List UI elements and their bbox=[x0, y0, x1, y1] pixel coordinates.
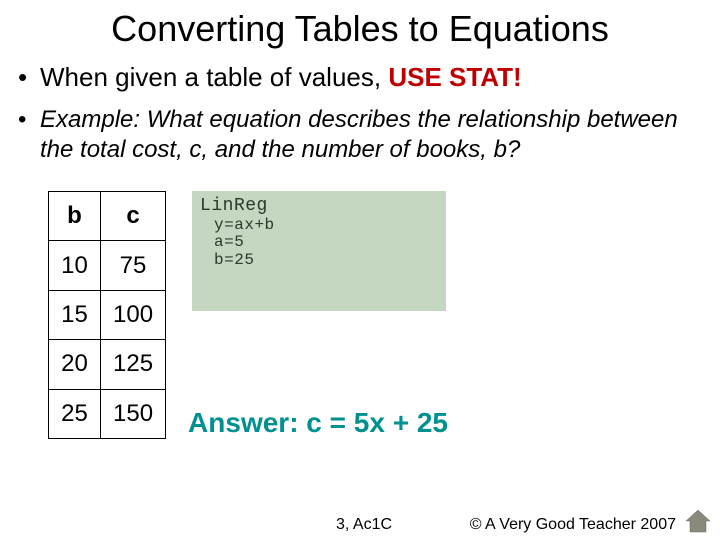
table-cell: 15 bbox=[49, 290, 101, 339]
data-table: b c 10 75 15 100 20 125 25 150 bbox=[48, 191, 166, 439]
calc-line-4: b=25 bbox=[200, 252, 438, 270]
calc-line-1: LinReg bbox=[200, 197, 438, 217]
table-row: 25 150 bbox=[49, 389, 166, 438]
footer-copyright: © A Very Good Teacher 2007 bbox=[470, 516, 676, 534]
footer-reference: 3, Ac1C bbox=[336, 516, 392, 534]
bullet1-emphasis: USE STAT bbox=[388, 62, 513, 92]
bullet1-suffix: ! bbox=[513, 62, 522, 92]
table-header-c: c bbox=[101, 192, 166, 241]
calculator-column: LinReg y=ax+b a=5 b=25 Answer: c = 5x + … bbox=[192, 191, 448, 439]
table-header-b: b bbox=[49, 192, 101, 241]
content-row: b c 10 75 15 100 20 125 25 150 LinReg y=… bbox=[0, 181, 720, 439]
table-row: 10 75 bbox=[49, 241, 166, 290]
table-row: 15 100 bbox=[49, 290, 166, 339]
bullet1-prefix: When given a table of values, bbox=[40, 62, 388, 92]
table-row: 20 125 bbox=[49, 340, 166, 389]
table-cell: 10 bbox=[49, 241, 101, 290]
table-cell: 100 bbox=[101, 290, 166, 339]
table-cell: 25 bbox=[49, 389, 101, 438]
table-cell: 150 bbox=[101, 389, 166, 438]
bullet-point-1: When given a table of values, USE STAT! bbox=[0, 56, 720, 101]
table-cell: 75 bbox=[101, 241, 166, 290]
slide-title: Converting Tables to Equations bbox=[0, 0, 720, 56]
table-cell: 125 bbox=[101, 340, 166, 389]
bullet-point-2: Example: What equation describes the rel… bbox=[0, 101, 720, 181]
table-header-row: b c bbox=[49, 192, 166, 241]
calculator-screen: LinReg y=ax+b a=5 b=25 bbox=[192, 191, 446, 311]
calc-line-3: a=5 bbox=[200, 234, 438, 252]
table-cell: 20 bbox=[49, 340, 101, 389]
answer-text: Answer: c = 5x + 25 bbox=[188, 407, 448, 439]
calc-line-2: y=ax+b bbox=[200, 217, 438, 235]
home-icon[interactable] bbox=[684, 508, 712, 534]
